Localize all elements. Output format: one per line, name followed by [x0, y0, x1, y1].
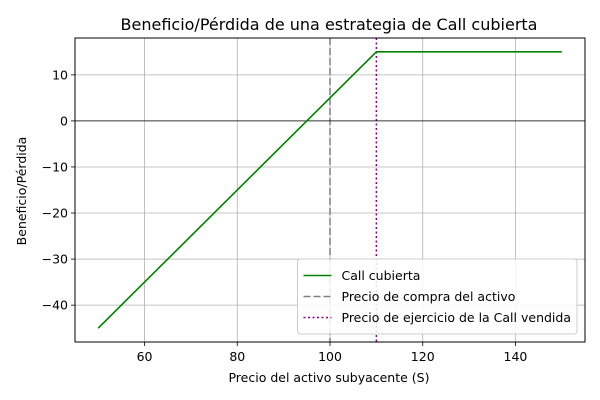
y-axis-ticks: −40 −30 −20 −10 0 10 [42, 67, 75, 313]
x-tick-label: 140 [504, 349, 528, 364]
y-tick-label: −40 [42, 298, 68, 313]
x-axis-ticks: 60 80 100 120 140 [137, 342, 528, 364]
y-tick-label: −20 [42, 206, 68, 221]
chart-title: Beneficio/Pérdida de una estrategia de C… [121, 15, 538, 34]
series-line [97, 51, 562, 329]
legend-box [297, 258, 578, 335]
y-axis-label: Beneficio/Pérdida [14, 137, 29, 246]
x-tick-label: 60 [137, 349, 153, 364]
legend-entry-label: Precio de ejercicio de la Call vendida [342, 310, 572, 325]
y-tick-label: 0 [60, 113, 68, 128]
legend-entry-label: Precio de compra del activo [342, 289, 516, 304]
y-tick-label: −10 [42, 159, 68, 174]
series-layer [97, 51, 562, 329]
y-tick-label: 10 [52, 67, 68, 82]
legend-entry-label: Call cubierta [342, 268, 421, 283]
x-tick-label: 120 [411, 349, 435, 364]
x-tick-label: 80 [229, 349, 245, 364]
x-axis-label: Precio del activo subyacente (S) [228, 370, 429, 385]
x-tick-label: 100 [318, 349, 342, 364]
y-tick-label: −30 [42, 252, 68, 267]
legend: Call cubierta Precio de compra del activo… [297, 258, 578, 335]
